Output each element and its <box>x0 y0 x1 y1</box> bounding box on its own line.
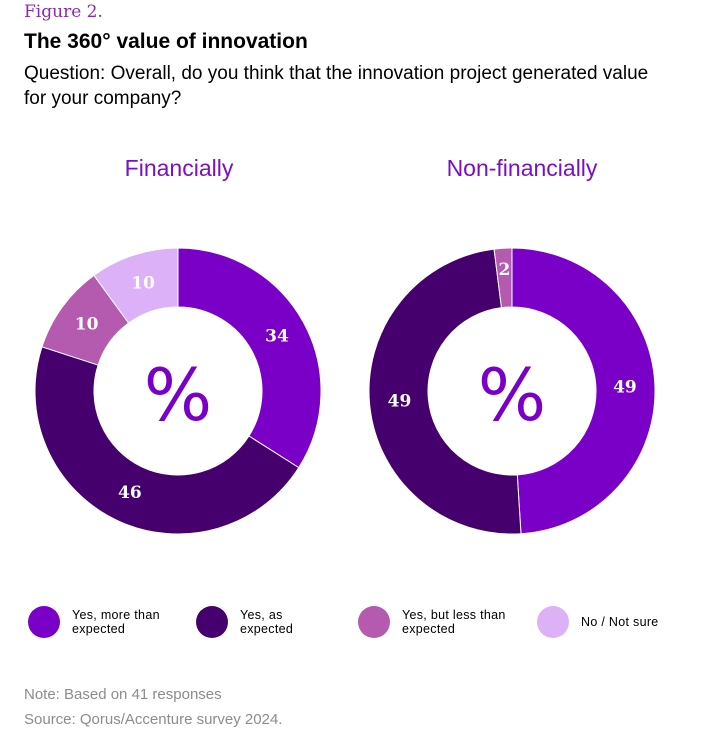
financial-slice-yes-more <box>177 247 322 469</box>
legend-label-not-sure: No / Not sure <box>581 615 659 629</box>
financial-label-not-sure: 10 <box>131 274 155 294</box>
financial-label-yes-expected: 46 <box>118 483 142 503</box>
legend-swatch-not-sure <box>537 606 569 638</box>
nonfinancial-center-symbol: % <box>478 353 546 437</box>
nonfinancial-chart-title: Non-financially <box>446 155 598 181</box>
legend-item-not-sure: No / Not sure <box>537 606 681 638</box>
legend-label-yes-less: Yes, but less than expected <box>402 608 506 636</box>
financial-chart-title: Financially <box>124 155 234 181</box>
financial-label-yes-less: 10 <box>75 315 99 335</box>
nonfinancial-slice-yes-less <box>493 247 513 309</box>
legend-item-yes-more: Yes, more than expected <box>28 606 177 638</box>
legend-label-yes-expected: Yes, as expected <box>240 608 294 636</box>
nonfinancial-label-yes-expected: 49 <box>388 392 412 412</box>
legend-swatch-yes-more <box>28 606 60 638</box>
legend-item-yes-less: Yes, but less than expected <box>358 606 507 638</box>
nonfinancial-slice-yes-expected <box>368 248 522 535</box>
legend-swatch-yes-expected <box>196 606 228 638</box>
nonfinancial-slice-yes-more <box>511 247 656 535</box>
figure-label: Figure 2. <box>24 2 103 22</box>
legend-item-yes-expected: Yes, as expected <box>196 606 310 638</box>
legend-swatch-yes-less <box>358 606 390 638</box>
legend-label-yes-more: Yes, more than expected <box>72 608 160 636</box>
nonfinancial-label-yes-more: 49 <box>613 377 637 397</box>
financial-center-symbol: % <box>144 353 212 437</box>
financial-slice-yes-expected <box>34 346 300 535</box>
financial-slice-not-sure <box>93 247 179 324</box>
financial-label-yes-more: 34 <box>265 327 289 347</box>
nonfinancial-label-yes-less: 2 <box>498 260 510 280</box>
chart-title-main: The 360° value of innovation <box>24 30 308 53</box>
source-text: Source: Qorus/Accenture survey 2024. <box>24 711 283 728</box>
survey-question: Question: Overall, do you think that the… <box>24 63 649 109</box>
note-text: Note: Based on 41 responses <box>24 686 222 703</box>
